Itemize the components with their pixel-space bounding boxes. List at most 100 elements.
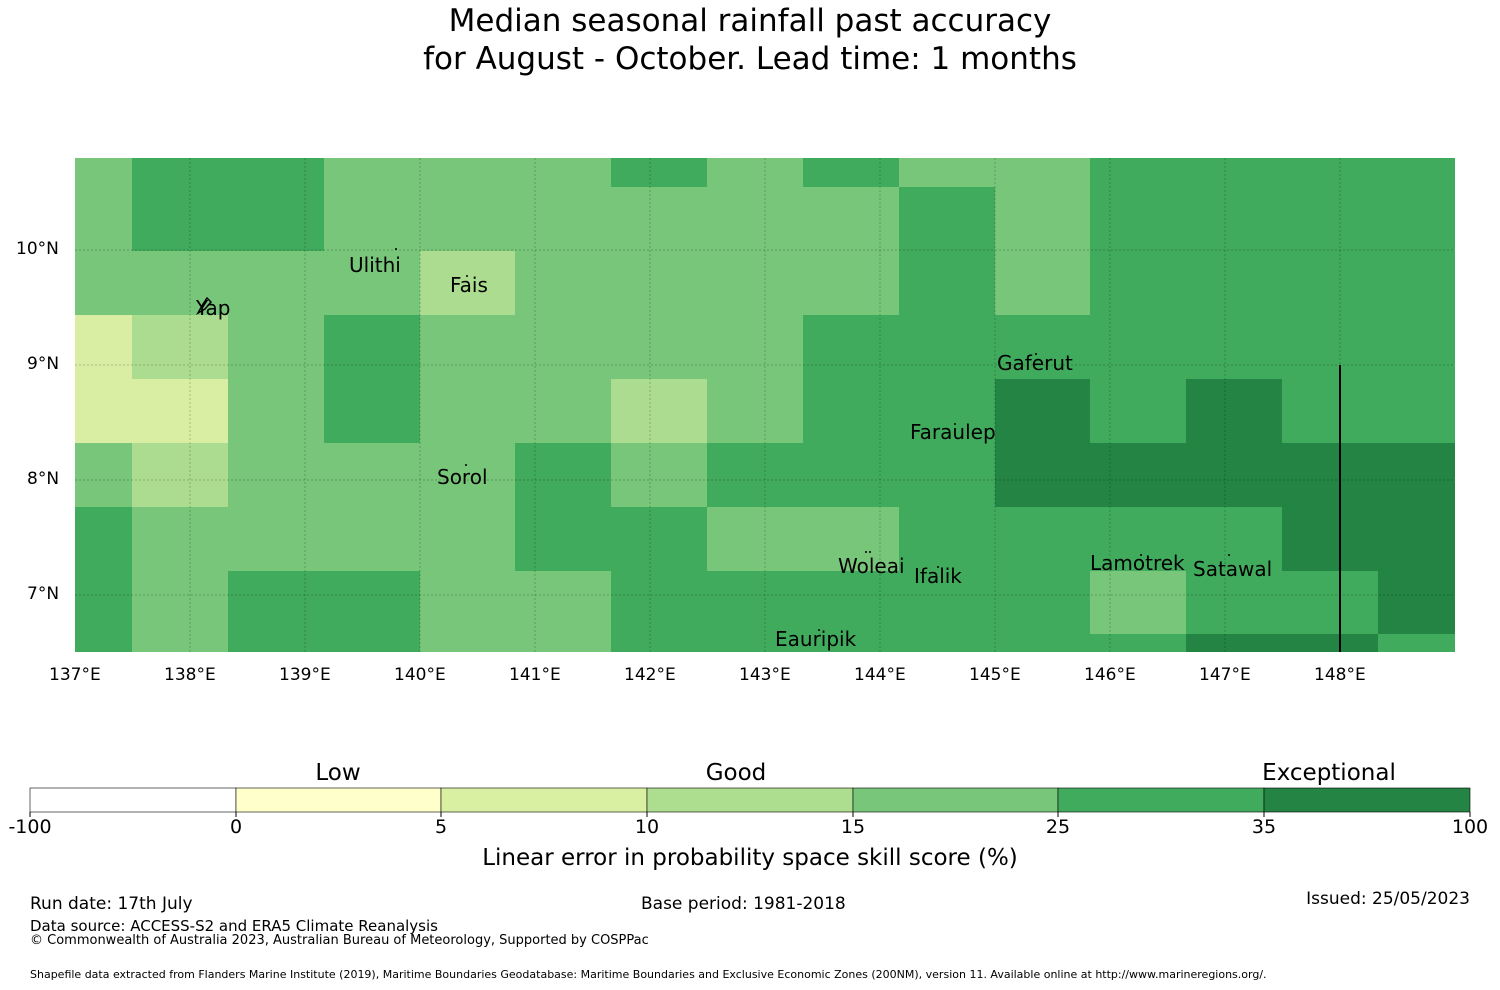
lon-tick-label: 137°E xyxy=(49,665,101,685)
colorbar xyxy=(29,787,1471,817)
skill-cell xyxy=(75,315,132,379)
fais-islet-dot xyxy=(466,275,468,277)
colorbar-tick-label: 10 xyxy=(634,816,660,838)
skill-cell xyxy=(420,634,515,652)
skill-cell xyxy=(228,634,324,652)
skill-cell xyxy=(75,187,132,251)
skill-cell xyxy=(324,507,420,571)
skill-cell xyxy=(1090,443,1186,507)
lon-tick-label: 144°E xyxy=(854,665,906,685)
colorbar-tick-label: 0 xyxy=(229,816,243,838)
skill-cell xyxy=(228,315,324,379)
skill-cell xyxy=(707,251,803,315)
skill-cell xyxy=(1186,507,1282,571)
skill-cell xyxy=(899,634,995,652)
skill-cell xyxy=(75,379,132,443)
skill-cell xyxy=(1378,315,1455,379)
skill-cell xyxy=(611,634,707,652)
lat-tick-label: 10°N xyxy=(16,239,59,259)
skill-cell xyxy=(899,187,995,251)
skill-cell xyxy=(324,315,420,379)
skill-cell xyxy=(228,571,324,634)
skill-grid xyxy=(75,158,1455,652)
data-source: Data source: ACCESS-S2 and ERA5 Climate … xyxy=(30,917,438,935)
skill-cell xyxy=(228,158,324,187)
skill-cell xyxy=(420,507,515,571)
place-label-eauripik: Eauripik xyxy=(775,627,857,651)
copyright-notice: © Commonwealth of Australia 2023, Austra… xyxy=(30,933,649,948)
skill-cell xyxy=(611,507,707,571)
gaferut-islet-dot xyxy=(1035,353,1037,355)
lon-tick-label: 140°E xyxy=(394,665,446,685)
skill-cell xyxy=(132,251,228,315)
skill-cell xyxy=(1090,507,1186,571)
skill-cell xyxy=(324,634,420,652)
yap-island-outline xyxy=(196,296,213,315)
skill-cell xyxy=(75,158,132,187)
skill-cell xyxy=(707,158,803,187)
skill-cell xyxy=(611,315,707,379)
skill-cell xyxy=(324,158,420,187)
skill-cell xyxy=(1186,251,1282,315)
skill-cell xyxy=(132,379,228,443)
skill-cell xyxy=(132,443,228,507)
skill-cell xyxy=(707,315,803,379)
satawal-islet-dot xyxy=(1228,554,1230,556)
skill-cell xyxy=(899,315,995,379)
skill-cell xyxy=(803,634,899,652)
skill-cell xyxy=(228,251,324,315)
skill-cell xyxy=(132,315,228,379)
skill-cell xyxy=(899,443,995,507)
skill-cell xyxy=(803,507,899,571)
ifalik-islet-dot xyxy=(937,566,939,568)
skill-cell xyxy=(803,251,899,315)
shapefile-credit: Shapefile data extracted from Flanders M… xyxy=(30,968,1267,981)
skill-cell xyxy=(995,315,1090,379)
lon-tick-label: 147°E xyxy=(1199,665,1251,685)
skill-cell xyxy=(611,571,707,634)
skill-cell xyxy=(1282,443,1378,507)
skill-cell xyxy=(228,507,324,571)
place-label-woleai: Woleai xyxy=(838,554,905,578)
issued-date: Issued: 25/05/2023 xyxy=(1306,889,1470,909)
skill-cell xyxy=(1378,571,1455,634)
colorbar-segment xyxy=(29,787,237,813)
lon-tick-label: 145°E xyxy=(969,665,1021,685)
skill-cell xyxy=(899,507,995,571)
skill-cell xyxy=(75,251,132,315)
skill-cell xyxy=(1090,379,1186,443)
place-label-satawal: Satawal xyxy=(1193,557,1273,581)
skill-cell xyxy=(803,443,899,507)
skill-cell xyxy=(228,443,324,507)
lon-tick-label: 141°E xyxy=(509,665,561,685)
skill-cell xyxy=(1090,634,1186,652)
skill-cell xyxy=(611,443,707,507)
skill-cell xyxy=(75,507,132,571)
skill-cell xyxy=(1282,507,1378,571)
colorbar-segment xyxy=(852,787,1059,813)
skill-cell xyxy=(899,158,995,187)
skill-cell xyxy=(1090,571,1186,634)
skill-cell xyxy=(1378,251,1455,315)
skill-cell xyxy=(1186,379,1282,443)
skill-cell xyxy=(899,571,995,634)
skill-cell xyxy=(420,315,515,379)
skill-cell xyxy=(803,158,899,187)
skill-cell xyxy=(1378,187,1455,251)
skill-cell xyxy=(899,379,995,443)
skill-cell xyxy=(1282,251,1378,315)
skill-cell xyxy=(995,187,1090,251)
colorbar-segment xyxy=(440,787,648,813)
lat-tick-label: 8°N xyxy=(27,469,60,489)
place-label-ifalik: Ifalik xyxy=(914,564,962,588)
chart-title-line1: Median seasonal rainfall past accuracy xyxy=(448,3,1052,39)
skill-cell xyxy=(515,187,611,251)
skill-cell xyxy=(1186,571,1282,634)
skill-cell xyxy=(420,379,515,443)
sorol-islet-dot xyxy=(465,464,467,466)
place-label-gaferut: Gaferut xyxy=(997,351,1073,375)
skill-cell xyxy=(995,634,1090,652)
skill-cell xyxy=(707,443,803,507)
lon-tick-label: 138°E xyxy=(164,665,216,685)
skill-cell xyxy=(707,634,803,652)
